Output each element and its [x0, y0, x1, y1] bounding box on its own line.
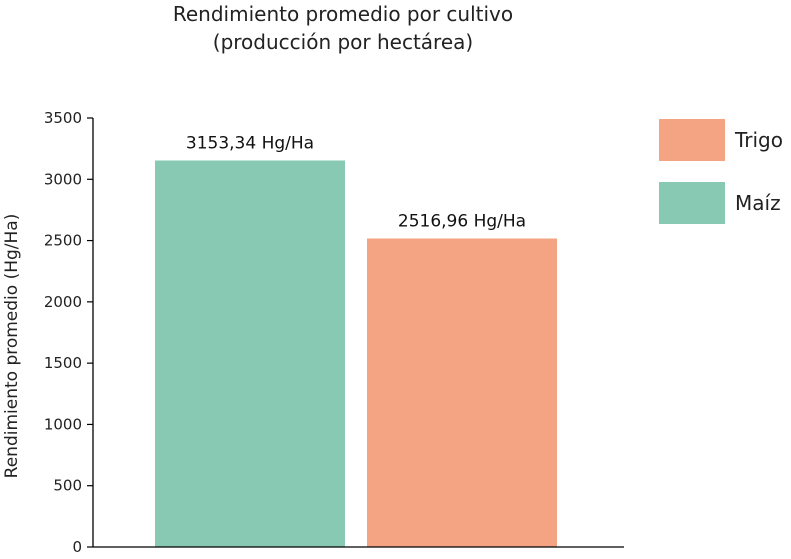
y-tick-label: 2000 — [44, 293, 82, 311]
legend-label: Maíz — [735, 191, 781, 215]
bar-maiz — [155, 160, 345, 548]
bar-trigo — [367, 238, 557, 547]
bars — [155, 160, 557, 548]
y-axis-label: Rendimiento promedio (Hg/Ha) — [2, 214, 22, 479]
bar-data-label: 2516,96 Hg/Ha — [398, 211, 526, 231]
bar-data-labels: 3153,34 Hg/Ha 2516,96 Hg/Ha — [186, 133, 526, 231]
legend-swatch — [659, 119, 725, 161]
y-tick-label: 3500 — [44, 109, 82, 127]
legend-swatch — [659, 182, 725, 224]
y-tick-label: 500 — [53, 477, 82, 495]
y-tick-label: 3000 — [44, 170, 82, 188]
chart-title-line-2: (producción por hectárea) — [213, 30, 473, 54]
y-tick-label: 1000 — [44, 415, 82, 433]
legend-label: Trigo — [734, 128, 783, 152]
y-tick-label: 0 — [72, 538, 82, 556]
chart-title-line-1: Rendimiento promedio por cultivo — [173, 2, 513, 26]
y-axis-ticks: 0 500 1000 1500 2000 2500 3000 3500 — [44, 109, 93, 556]
bar-data-label: 3153,34 Hg/Ha — [186, 133, 314, 153]
y-tick-label: 2500 — [44, 232, 82, 250]
y-tick-label: 1500 — [44, 354, 82, 372]
legend: Trigo Maíz — [659, 119, 783, 224]
